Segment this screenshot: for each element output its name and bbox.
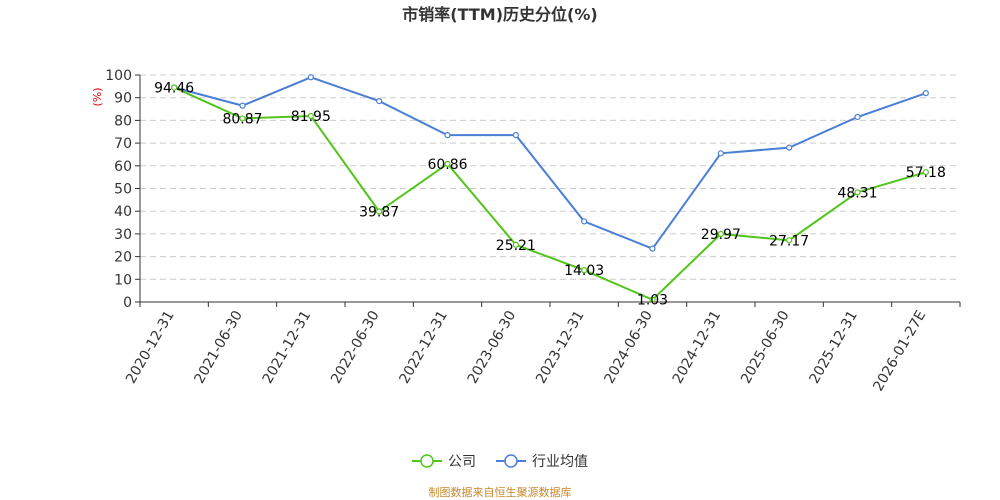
x-tick-label: 2024-06-30 [601, 308, 656, 386]
data-point [717, 150, 724, 157]
data-label: 14.03 [564, 263, 604, 279]
data-point [581, 267, 588, 274]
data-point [922, 169, 929, 176]
series-layer [171, 74, 929, 303]
data-label: 81.95 [291, 109, 331, 125]
legend-item-industry-avg: 行业均值 [496, 454, 588, 470]
data-label: 27.17 [769, 233, 809, 249]
data-label: 25.21 [496, 238, 536, 254]
x-tick-label: 2026-01-27E [870, 308, 929, 394]
y-tick-label: 20 [114, 250, 132, 266]
y-tick-label: 90 [114, 91, 132, 107]
legend-marker [504, 454, 518, 468]
y-tick-label: 10 [114, 272, 132, 288]
data-point [649, 245, 656, 252]
series-line-company [173, 86, 927, 301]
data-point [307, 74, 314, 81]
data-point [239, 115, 246, 122]
x-tick-label: 2020-12-31 [123, 308, 178, 386]
data-point [171, 84, 178, 91]
series-line-industry-avg [173, 76, 927, 250]
legend-label: 行业均值 [532, 454, 588, 470]
data-point [512, 132, 519, 139]
data-labels: 94.46 80.87 81.95 39.87 60.86 25.21 14.03 1.03 2… [154, 81, 946, 309]
grid [140, 74, 960, 280]
data-point [649, 296, 656, 303]
x-tick-label: 2025-12-31 [806, 308, 861, 386]
data-label: 39.87 [359, 204, 399, 220]
chart-title: 市销率(TTM)历史分位(%) [402, 5, 597, 24]
legend: 公司 行业均值 [412, 454, 588, 470]
legend-item-company: 公司 [412, 454, 476, 470]
data-label: 29.97 [701, 227, 741, 243]
data-label: 60.86 [427, 157, 467, 173]
data-label: 57.18 [906, 165, 946, 181]
data-point [512, 241, 519, 248]
x-tick-label: 2021-12-31 [260, 308, 315, 386]
legend-label: 公司 [448, 454, 476, 470]
legend-marker [420, 454, 434, 468]
x-tick-label: 2022-12-31 [396, 308, 451, 386]
x-tick-label: 2023-06-30 [465, 308, 520, 386]
data-label: 94.46 [154, 81, 194, 97]
data-point [854, 113, 861, 121]
data-point [307, 112, 314, 120]
data-point [717, 230, 724, 238]
y-tick-label: 50 [114, 182, 132, 198]
y-tick-label: 100 [105, 68, 132, 84]
data-point [922, 90, 929, 97]
y-tick-label: 80 [114, 113, 132, 129]
data-point [376, 208, 383, 215]
x-tick-label: 2024-12-31 [670, 308, 725, 386]
data-point [786, 237, 793, 244]
x-tick-label: 2025-06-30 [738, 308, 793, 386]
data-label: 48.31 [837, 185, 877, 201]
x-tick-label: 2021-06-30 [191, 308, 246, 386]
data-point [786, 144, 793, 151]
y-tick-label: 40 [114, 204, 132, 220]
data-point [581, 218, 588, 225]
data-point [239, 102, 246, 109]
x-tick-label: 2023-12-31 [533, 308, 588, 386]
y-tick-label: 30 [114, 227, 132, 243]
data-label: 80.87 [222, 111, 262, 127]
data-label: 1.03 [637, 293, 668, 309]
y-tick-label: 60 [114, 159, 132, 175]
data-point [444, 132, 451, 139]
y-axis-label: (%) [91, 87, 104, 106]
source-note: 制图数据来自恒生聚源数据库 [429, 485, 572, 499]
x-tick-label: 2022-06-30 [328, 308, 383, 386]
y-tick-label: 70 [114, 136, 132, 152]
y-tick-label: 0 [123, 295, 132, 311]
data-point [376, 98, 383, 105]
data-point [854, 189, 861, 196]
data-point [444, 160, 451, 167]
